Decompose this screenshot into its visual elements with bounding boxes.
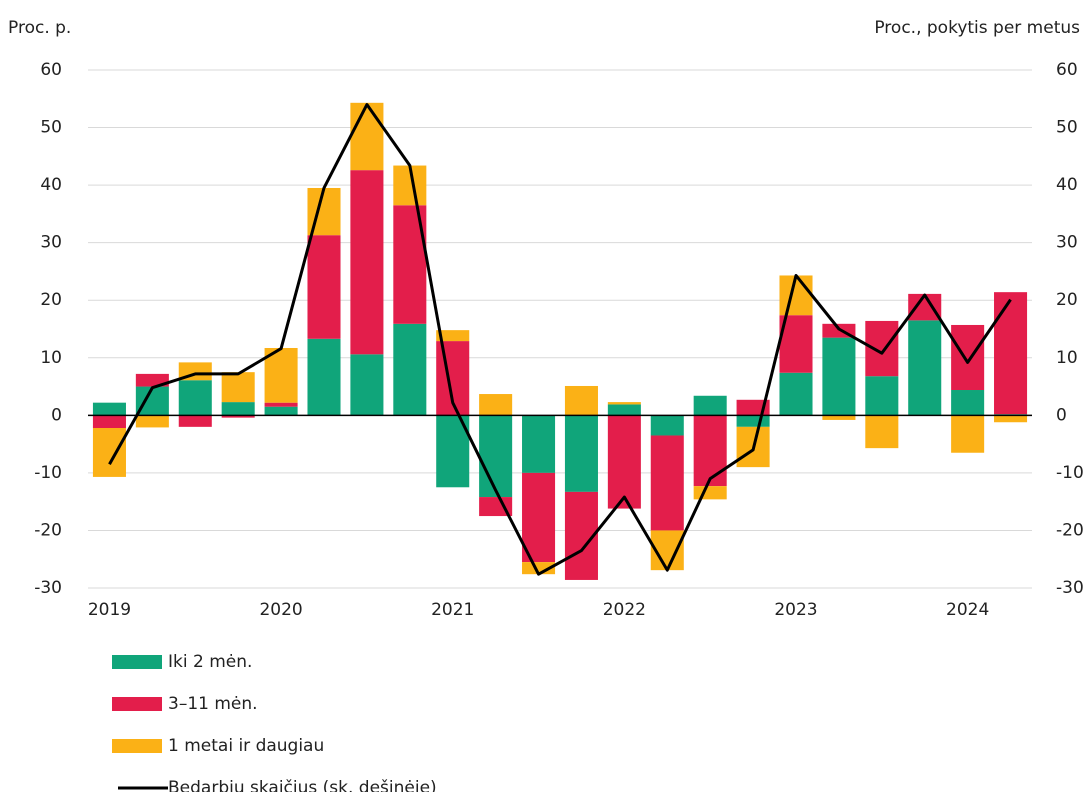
y-tick-label: 30 (40, 233, 62, 253)
bar (607, 404, 641, 416)
y2-tick-label: 10 (1056, 348, 1078, 368)
bar (822, 415, 856, 420)
y-tick-label: -20 (34, 520, 62, 540)
bar (178, 380, 212, 416)
bar (264, 402, 298, 407)
y2-tick-label: 0 (1056, 405, 1067, 425)
y-tick-label: -10 (34, 463, 62, 483)
legend-label: Iki 2 mėn. (168, 652, 252, 672)
bar (994, 415, 1028, 423)
bar (951, 324, 985, 391)
y2-tick-label: 20 (1056, 290, 1078, 310)
bar (135, 386, 169, 416)
y-tick-label: 10 (40, 348, 62, 368)
bar (908, 320, 942, 416)
bar (221, 402, 255, 416)
bar (693, 486, 727, 500)
x-tick-label: 2019 (88, 600, 131, 620)
y2-tick-label: 30 (1056, 233, 1078, 253)
bar (994, 292, 1028, 415)
bar (908, 293, 942, 321)
bar (865, 376, 899, 416)
legend-swatch (112, 655, 162, 669)
y2-tick-label: 50 (1056, 118, 1078, 138)
bar (693, 415, 727, 487)
bar (564, 415, 598, 492)
bar (92, 415, 126, 428)
bar (307, 338, 341, 416)
bar (264, 347, 298, 403)
bar (951, 415, 985, 453)
bar (479, 415, 513, 498)
bar (865, 415, 899, 449)
bar (135, 415, 169, 428)
y-tick-label: 60 (40, 60, 62, 80)
bar (264, 406, 298, 416)
bar (393, 323, 427, 416)
bar (522, 415, 556, 473)
legend-label: 1 metai ir daugiau (168, 736, 324, 756)
bar (307, 235, 341, 339)
line (108, 103, 1012, 576)
bar (650, 435, 684, 531)
x-tick-label: 2020 (259, 600, 302, 620)
bar (350, 354, 384, 416)
y-tick-label: -30 (34, 578, 62, 598)
bar (92, 427, 126, 477)
bar (779, 372, 813, 416)
bar (951, 390, 985, 416)
y-tick-label: 20 (40, 290, 62, 310)
bar (479, 394, 513, 416)
bar (822, 337, 856, 416)
bar (650, 415, 684, 436)
x-tick-label: 2023 (774, 600, 817, 620)
bar (607, 402, 641, 405)
bar (350, 170, 384, 355)
y-tick-label: 40 (40, 175, 62, 195)
y2-tick-label: 40 (1056, 175, 1078, 195)
legend-swatch (112, 739, 162, 753)
bar (607, 415, 641, 509)
bar (564, 385, 598, 416)
bar (693, 395, 727, 416)
bar (522, 472, 556, 563)
bar (135, 373, 169, 387)
y2-tick-label: -30 (1056, 578, 1084, 598)
y2-tick-label: 60 (1056, 60, 1078, 80)
x-tick-label: 2021 (431, 600, 474, 620)
x-tick-label: 2022 (603, 600, 646, 620)
bar (221, 415, 255, 418)
bar (350, 102, 384, 171)
legend-label: 3–11 mėn. (168, 694, 258, 714)
y-tick-label: 0 (51, 405, 62, 425)
legend-swatch (112, 697, 162, 711)
bar (736, 415, 770, 427)
bar (178, 415, 212, 427)
bar (479, 497, 513, 517)
y2-tick-label: -10 (1056, 463, 1084, 483)
bar (779, 275, 813, 316)
y2-tick-label: -20 (1056, 520, 1084, 540)
bar (436, 330, 470, 342)
bar (92, 402, 126, 416)
bar (221, 372, 255, 403)
y2-axis-label: Proc., pokytis per metus (874, 18, 1080, 38)
y-tick-label: 50 (40, 118, 62, 138)
legend-label: Bedarbių skaičius (sk. dešinėje) (168, 778, 437, 792)
x-tick-label: 2024 (946, 600, 989, 620)
y-axis-label: Proc. p. (8, 18, 71, 38)
bar (865, 320, 899, 377)
